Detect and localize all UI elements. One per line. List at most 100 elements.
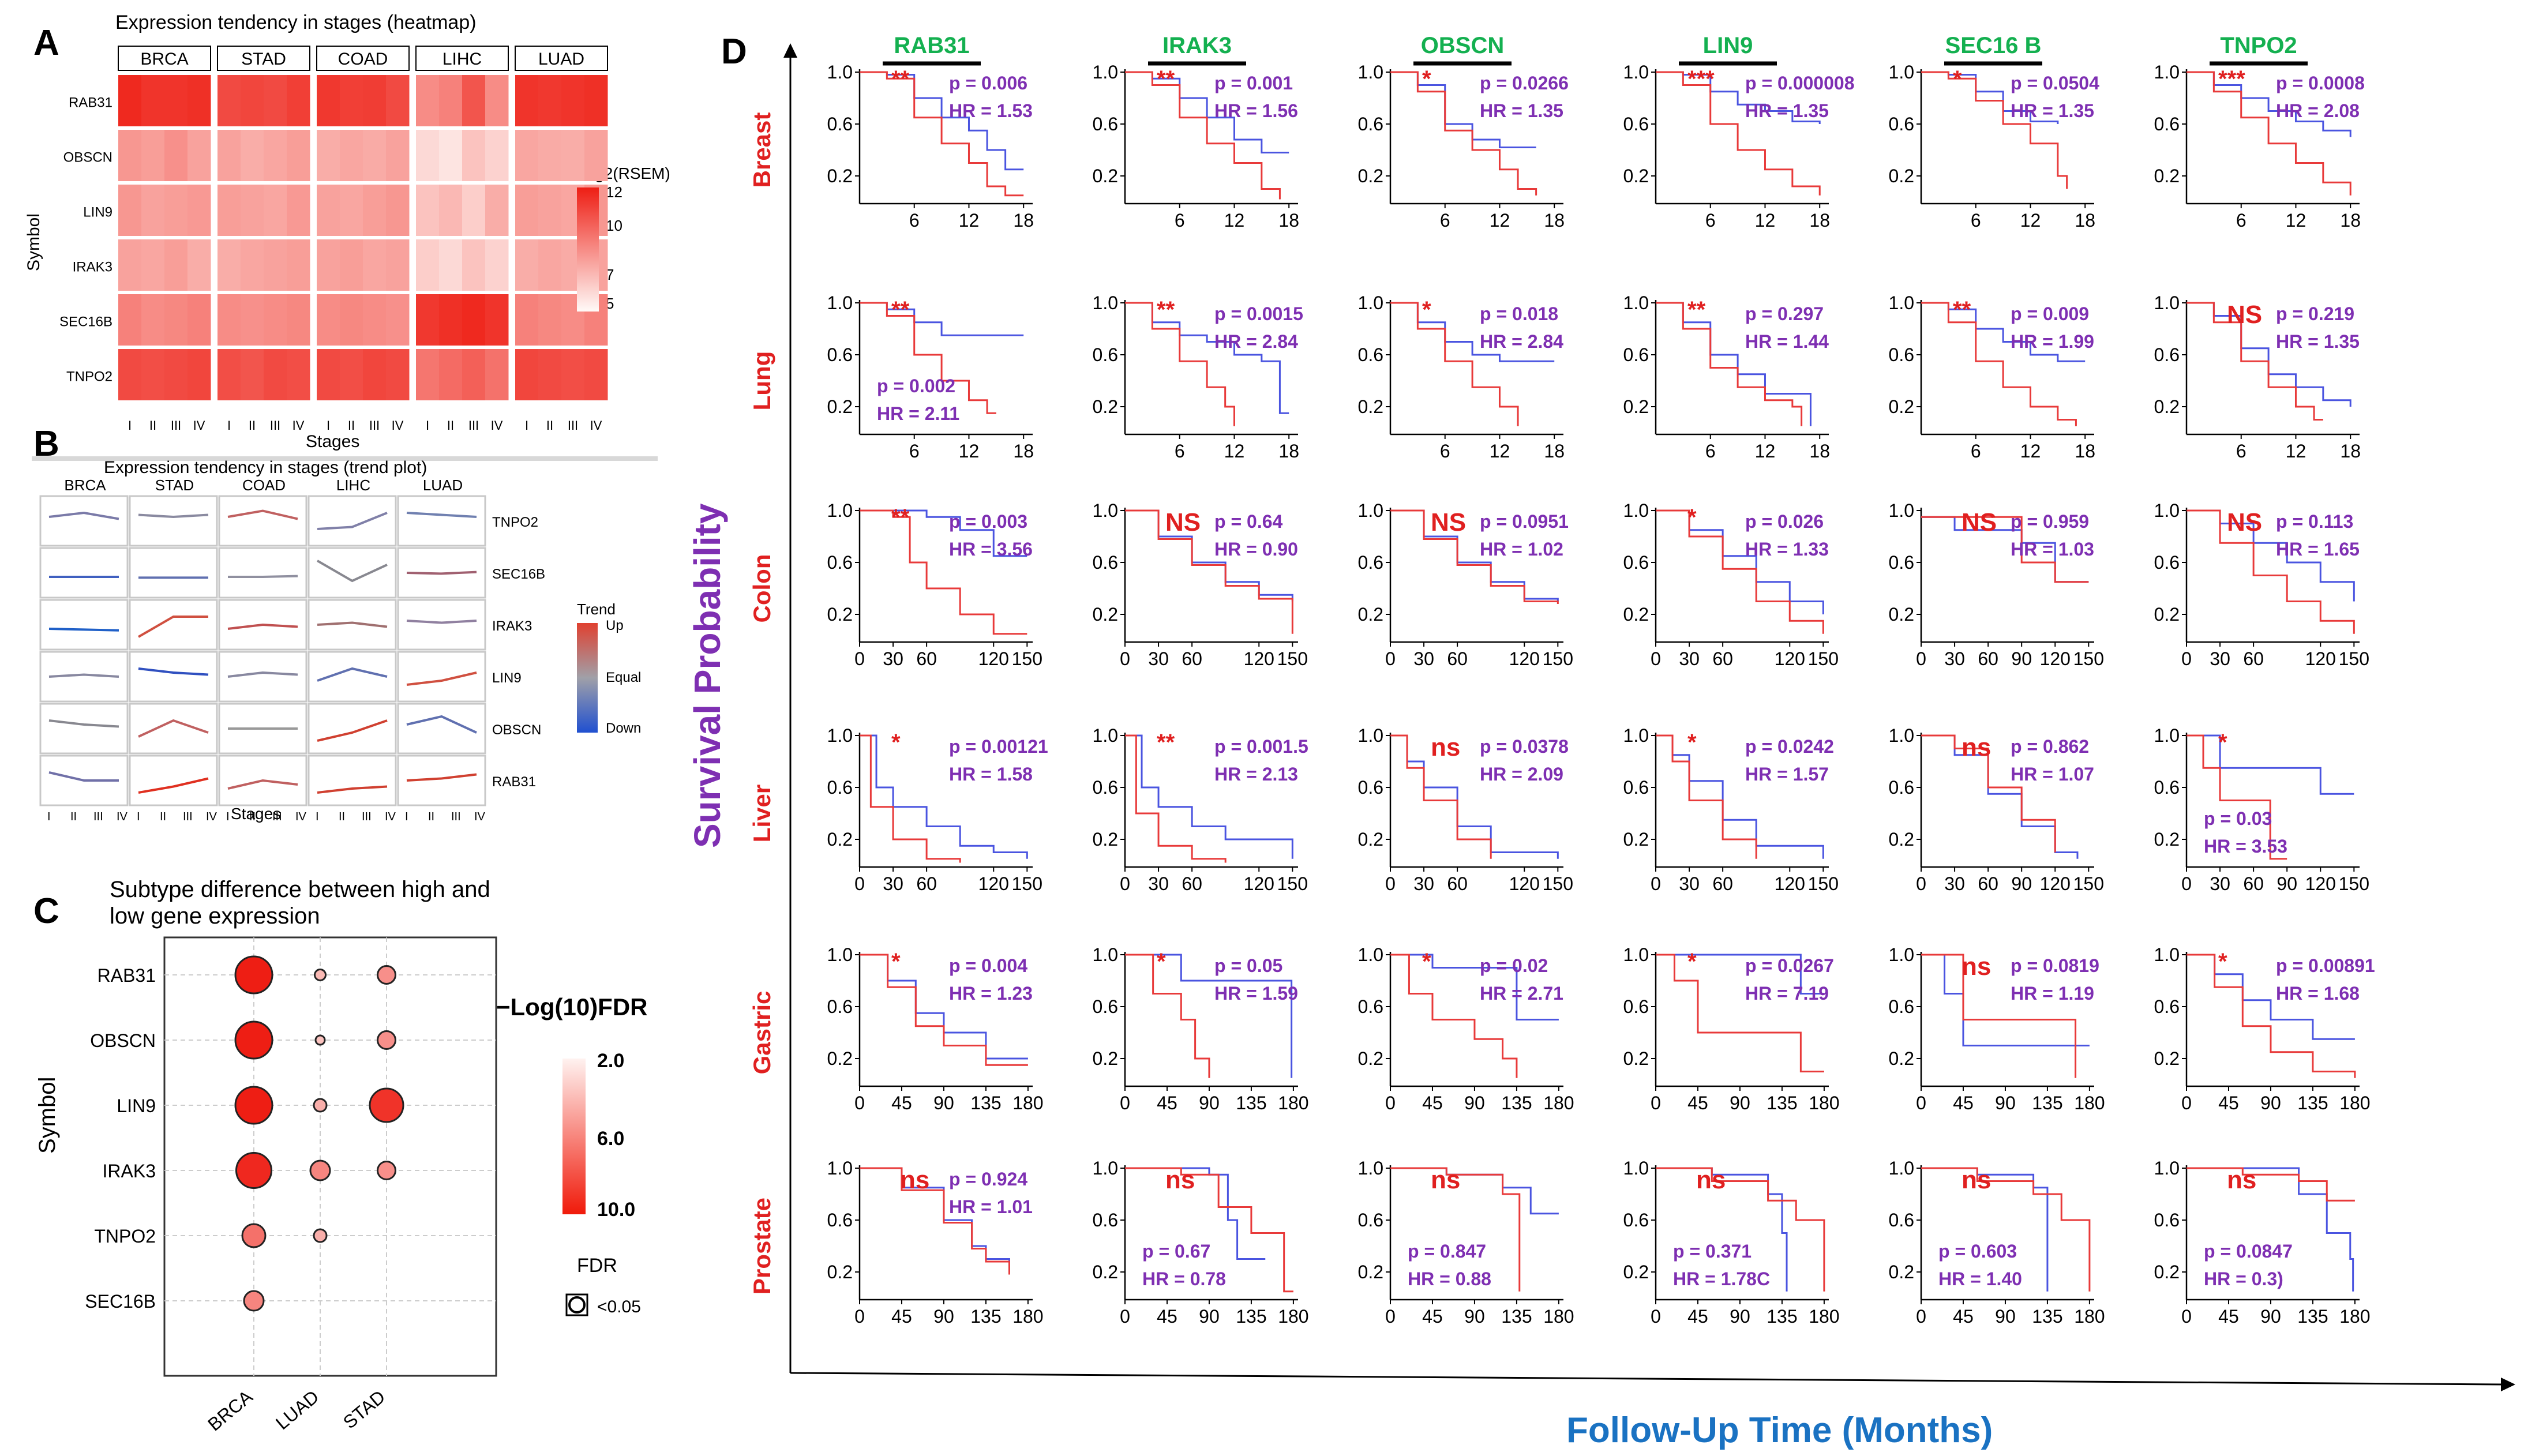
survival-y-tick: 1.0 [1093, 62, 1118, 82]
panel-a-stage-tick: I [426, 418, 429, 433]
survival-y-tick: 0.6 [827, 344, 853, 365]
survival-y-tick: 1.0 [1093, 725, 1118, 746]
survival-significance: ** [891, 297, 910, 322]
survival-hazard-ratio: HR = 1.68 [2276, 983, 2360, 1004]
panel-a-cell [462, 75, 486, 126]
panel-a-cell [241, 75, 264, 126]
panel-a-cell [485, 130, 509, 181]
survival-significance: * [1687, 949, 1697, 974]
panel-a-cell [439, 130, 463, 181]
panel-c-bubble [313, 1098, 328, 1113]
survival-x-tick: 135 [1767, 1306, 1797, 1327]
survival-curve-high [1921, 302, 2077, 426]
survival-p-value: p = 0.00121 [949, 736, 1048, 757]
survival-y-tick: 0.2 [827, 396, 853, 417]
panel-a-cell [241, 239, 264, 291]
panel-a-heatmap: Expression tendency in stages (heatmap) … [24, 12, 670, 451]
panel-b-trend-line [227, 623, 298, 630]
panel-b-stage-tick: II [70, 810, 77, 823]
survival-x-tick: 90 [2260, 1093, 2281, 1113]
panel-b-trend-line [137, 616, 208, 638]
survival-x-tick: 180 [1809, 1306, 1839, 1327]
survival-plot-gastric-lin9: 1.0 0.6 0.2 0 45 90 135 180 * p = 0.0267 HR = 7.19 [1623, 944, 1840, 1113]
survival-p-value: p = 0.002 [877, 376, 955, 396]
survival-x-tick: 135 [2297, 1093, 2328, 1113]
survival-curve-low [1125, 1167, 1266, 1260]
survival-curve-high [860, 954, 1028, 1066]
survival-hazard-ratio: HR = 0.78 [1142, 1269, 1226, 1289]
panel-a-gene-label: TNPO2 [66, 369, 112, 385]
survival-x-tick: 0 [854, 873, 865, 894]
survival-plot-lung-obscn: 1.0 0.6 0.2 6 12 18 * p = 0.018 HR = 2.84 [1358, 292, 1565, 461]
panel-a-gene-label: SEC16B [59, 314, 112, 330]
panel-a-cell [386, 75, 410, 126]
survival-y-tick: 1.0 [1623, 725, 1649, 746]
panel-a-cell [439, 75, 463, 126]
survival-plot-liver-sec16b: 1.0 0.6 0.2 0 30 60 90 120 150 ns p = 0.862 HR = 1.… [1889, 725, 2105, 894]
survival-curve-high [860, 302, 996, 414]
survival-y-tick: 0.2 [1358, 1262, 1383, 1282]
panel-a-cell [217, 239, 241, 291]
panel-a-cell [164, 75, 188, 126]
panel-b-trend-line [138, 513, 209, 519]
survival-hazard-ratio: HR = 2.09 [1480, 764, 1563, 785]
survival-x-tick: 90 [2260, 1306, 2281, 1327]
survival-x-tick: 6 [1971, 210, 1981, 231]
survival-y-tick: 0.6 [2154, 996, 2180, 1017]
panel-b-stage-tick: III [183, 810, 193, 823]
survival-y-tick: 1.0 [1889, 500, 1914, 521]
survival-significance: * [1953, 66, 1962, 92]
survival-p-value: p = 0.297 [1745, 303, 1824, 324]
panel-b-title: Expression tendency in stages (trend plo… [104, 458, 427, 477]
panel-d-cancer-label: Prostate [748, 1198, 775, 1294]
panel-a-cell [264, 130, 287, 181]
panel-b-trend-line [48, 673, 119, 678]
panel-a-gene-label: IRAK3 [73, 260, 112, 275]
panel-a-cell [118, 185, 142, 236]
survival-x-tick: 150 [1543, 648, 1573, 669]
survival-x-tick: 120 [2305, 648, 2336, 669]
panel-a-stage-tick: I [525, 418, 528, 433]
survival-hazard-ratio: HR = 1.78C [1673, 1269, 1770, 1289]
survival-x-tick: 60 [1978, 648, 1998, 669]
survival-curve-high [2187, 954, 2356, 1078]
survival-y-tick: 0.2 [827, 166, 853, 186]
survival-curve-high [1921, 71, 2068, 189]
survival-x-tick: 150 [2339, 648, 2369, 669]
survival-x-tick: 60 [1712, 873, 1733, 894]
panel-b-legend-up: Up [606, 618, 624, 633]
survival-x-tick: 135 [2297, 1306, 2328, 1327]
panel-b-cancer-label: LIHC [336, 476, 370, 494]
survival-x-tick: 90 [1995, 1306, 2016, 1327]
panel-a-cell [584, 130, 608, 181]
panel-a-strip-coad [316, 46, 410, 71]
survival-x-tick: 12 [959, 210, 980, 231]
panel-a-cell [141, 130, 165, 181]
survival-hazard-ratio: HR = 1.35 [1745, 100, 1829, 121]
panel-b-trend-line [48, 771, 119, 782]
survival-x-tick: 30 [883, 873, 903, 894]
survival-y-tick: 1.0 [827, 1158, 853, 1179]
survival-hazard-ratio: HR = 1.33 [1745, 539, 1829, 560]
survival-y-tick: 1.0 [1623, 62, 1649, 82]
survival-y-tick: 0.2 [2154, 166, 2180, 186]
panel-a-cell [118, 349, 142, 400]
panel-b-trend-line [317, 621, 388, 628]
panel-b-cell [39, 495, 129, 547]
survival-p-value: p = 0.371 [1673, 1241, 1752, 1262]
survival-significance: NS [1962, 508, 1997, 536]
panel-a-stage-tick: IV [292, 418, 305, 433]
survival-y-tick: 0.2 [1889, 829, 1914, 850]
panel-c-fdr-label: FDR [577, 1255, 617, 1277]
survival-significance: * [1687, 730, 1697, 755]
survival-y-tick: 0.2 [1623, 829, 1649, 850]
panel-a-cell [164, 239, 188, 291]
survival-p-value: p = 0.0267 [1745, 955, 1834, 976]
survival-y-tick: 0.6 [1623, 114, 1649, 134]
panel-b-legend-down: Down [606, 721, 641, 736]
panel-c-gene-label: TNPO2 [94, 1226, 156, 1247]
survival-y-tick: 0.6 [827, 552, 853, 573]
survival-y-tick: 0.6 [1358, 344, 1383, 365]
panel-a-cell [485, 185, 509, 236]
survival-hazard-ratio: HR = 1.02 [1480, 539, 1563, 560]
